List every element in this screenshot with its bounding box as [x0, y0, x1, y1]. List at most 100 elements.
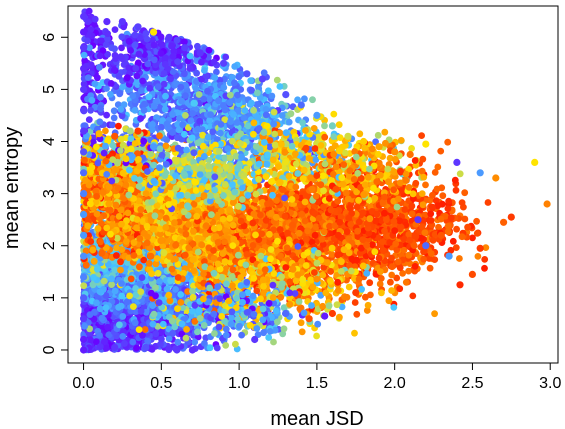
data-point: [91, 15, 99, 23]
data-point: [84, 18, 92, 26]
points-layer: [80, 7, 551, 354]
data-point: [226, 206, 234, 214]
data-point: [93, 299, 100, 307]
data-point: [85, 7, 93, 15]
data-point: [99, 189, 107, 197]
data-point: [122, 181, 130, 189]
data-point: [133, 216, 141, 223]
data-point: [131, 319, 139, 327]
data-point: [103, 111, 110, 119]
data-point: [105, 206, 113, 214]
data-point: [160, 249, 168, 257]
data-point: [136, 235, 144, 242]
data-point: [119, 333, 127, 340]
data-point: [118, 280, 125, 287]
data-point: [96, 305, 104, 313]
data-point: [113, 234, 121, 242]
data-point: [113, 252, 120, 259]
data-point: [80, 282, 88, 290]
data-point: [86, 49, 93, 56]
data-point: [115, 303, 122, 311]
data-point: [93, 210, 101, 218]
data-point: [105, 183, 113, 191]
data-point: [123, 238, 130, 245]
data-point: [133, 224, 140, 232]
data-point: [94, 74, 101, 82]
data-point: [87, 238, 95, 245]
data-point: [174, 338, 182, 346]
data-point: [85, 116, 93, 123]
data-point: [118, 220, 125, 228]
data-point: [137, 307, 145, 315]
data-point: [82, 261, 90, 269]
data-point: [81, 156, 88, 164]
data-point: [139, 332, 146, 339]
data-point: [111, 287, 119, 295]
data-point: [98, 249, 106, 257]
data-point: [143, 223, 151, 230]
data-point: [117, 266, 124, 274]
data-point: [103, 224, 111, 232]
data-point: [81, 322, 88, 330]
data-point: [112, 166, 120, 174]
data-point: [119, 313, 127, 320]
data-point: [152, 330, 160, 338]
data-point: [107, 230, 114, 238]
data-point: [114, 184, 122, 192]
data-point: [148, 270, 156, 277]
data-point: [117, 206, 125, 214]
data-point: [93, 265, 101, 273]
data-point: [167, 277, 175, 285]
data-point: [149, 225, 157, 233]
data-point: [93, 193, 100, 200]
data-point: [117, 258, 124, 266]
data-point: [96, 288, 104, 295]
data-point: [90, 315, 98, 323]
data-point: [156, 278, 164, 285]
data-point: [119, 169, 127, 177]
data-point: [129, 338, 137, 346]
data-point: [105, 331, 113, 339]
data-point: [148, 345, 156, 353]
data-point: [86, 325, 93, 333]
data-point: [165, 346, 173, 354]
data-point: [136, 263, 143, 271]
data-point: [94, 225, 102, 233]
data-point: [194, 234, 202, 242]
data-point: [124, 209, 132, 217]
data-point: [115, 213, 123, 220]
data-point: [158, 335, 165, 343]
data-point: [101, 338, 108, 345]
data-point: [105, 200, 113, 208]
data-point: [127, 275, 135, 283]
data-point: [130, 252, 138, 259]
data-point: [118, 246, 126, 254]
data-point: [147, 252, 155, 260]
data-point: [108, 281, 115, 288]
data-point: [118, 292, 126, 300]
data-point: [102, 344, 110, 352]
data-point: [172, 286, 180, 293]
data-point: [84, 222, 92, 230]
data-point: [102, 127, 109, 135]
data-point: [163, 285, 171, 293]
data-point: [166, 297, 174, 305]
data-point: [121, 340, 128, 347]
data-point: [86, 200, 94, 208]
data-point: [165, 335, 173, 343]
data-point: [100, 277, 108, 285]
data-point: [130, 239, 138, 247]
data-point: [96, 343, 104, 351]
data-point: [154, 269, 162, 277]
data-point: [97, 238, 104, 246]
data-point: [81, 57, 89, 64]
data-point: [92, 338, 100, 345]
data-point: [80, 80, 88, 88]
data-point: [89, 246, 97, 254]
data-point: [81, 176, 89, 184]
data-point: [174, 274, 182, 281]
data-point: [157, 328, 165, 336]
data-point: [96, 332, 103, 339]
data-point: [90, 274, 97, 281]
